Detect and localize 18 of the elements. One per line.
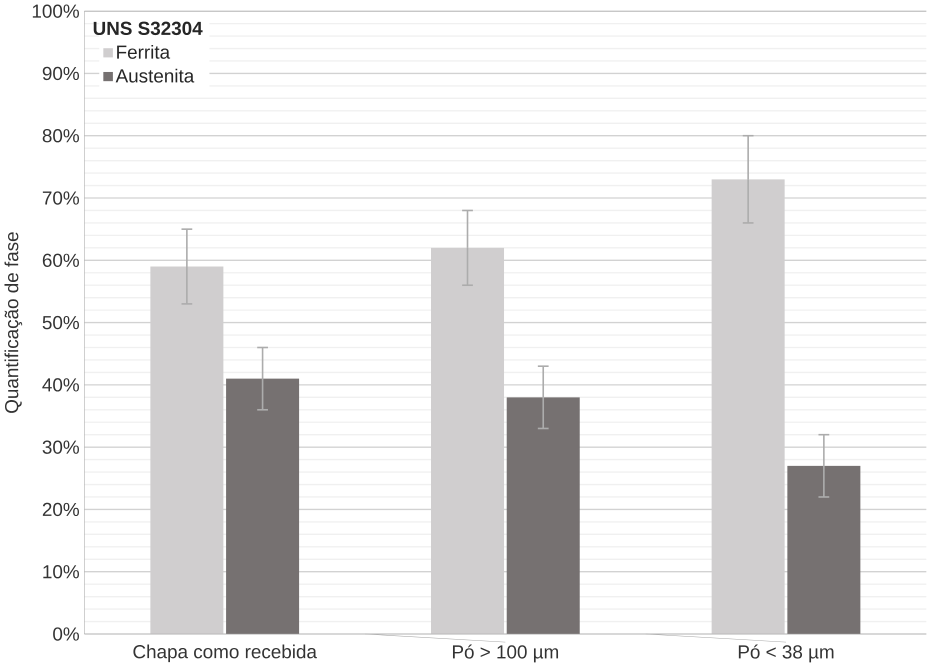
y-tick-label: 20% bbox=[42, 502, 79, 516]
x-tick-label: Pó < 38 µm bbox=[738, 644, 834, 662]
x-tick-label: Pó > 100 µm bbox=[452, 644, 558, 662]
y-tick-label: 100% bbox=[32, 4, 79, 18]
y-tick-label: 80% bbox=[42, 129, 79, 143]
y-tick-label: 70% bbox=[42, 191, 79, 205]
legend-label: Austenita bbox=[116, 68, 194, 83]
y-tick-label: 50% bbox=[42, 316, 79, 330]
y-tick-label: 10% bbox=[43, 565, 79, 579]
y-tick-label: 40% bbox=[42, 378, 79, 392]
x-tick-label: Chapa como recebida bbox=[133, 644, 317, 662]
y-tick-label: 60% bbox=[42, 254, 79, 268]
legend-label: Ferrita bbox=[117, 45, 170, 59]
y-tick-label: 0% bbox=[53, 627, 79, 641]
y-tick-label: 30% bbox=[42, 440, 79, 454]
legend-title: UNS S32304 bbox=[94, 22, 203, 36]
y-tick-label: 90% bbox=[42, 66, 79, 80]
y-axis-title: Quantificação de fase bbox=[4, 232, 22, 414]
